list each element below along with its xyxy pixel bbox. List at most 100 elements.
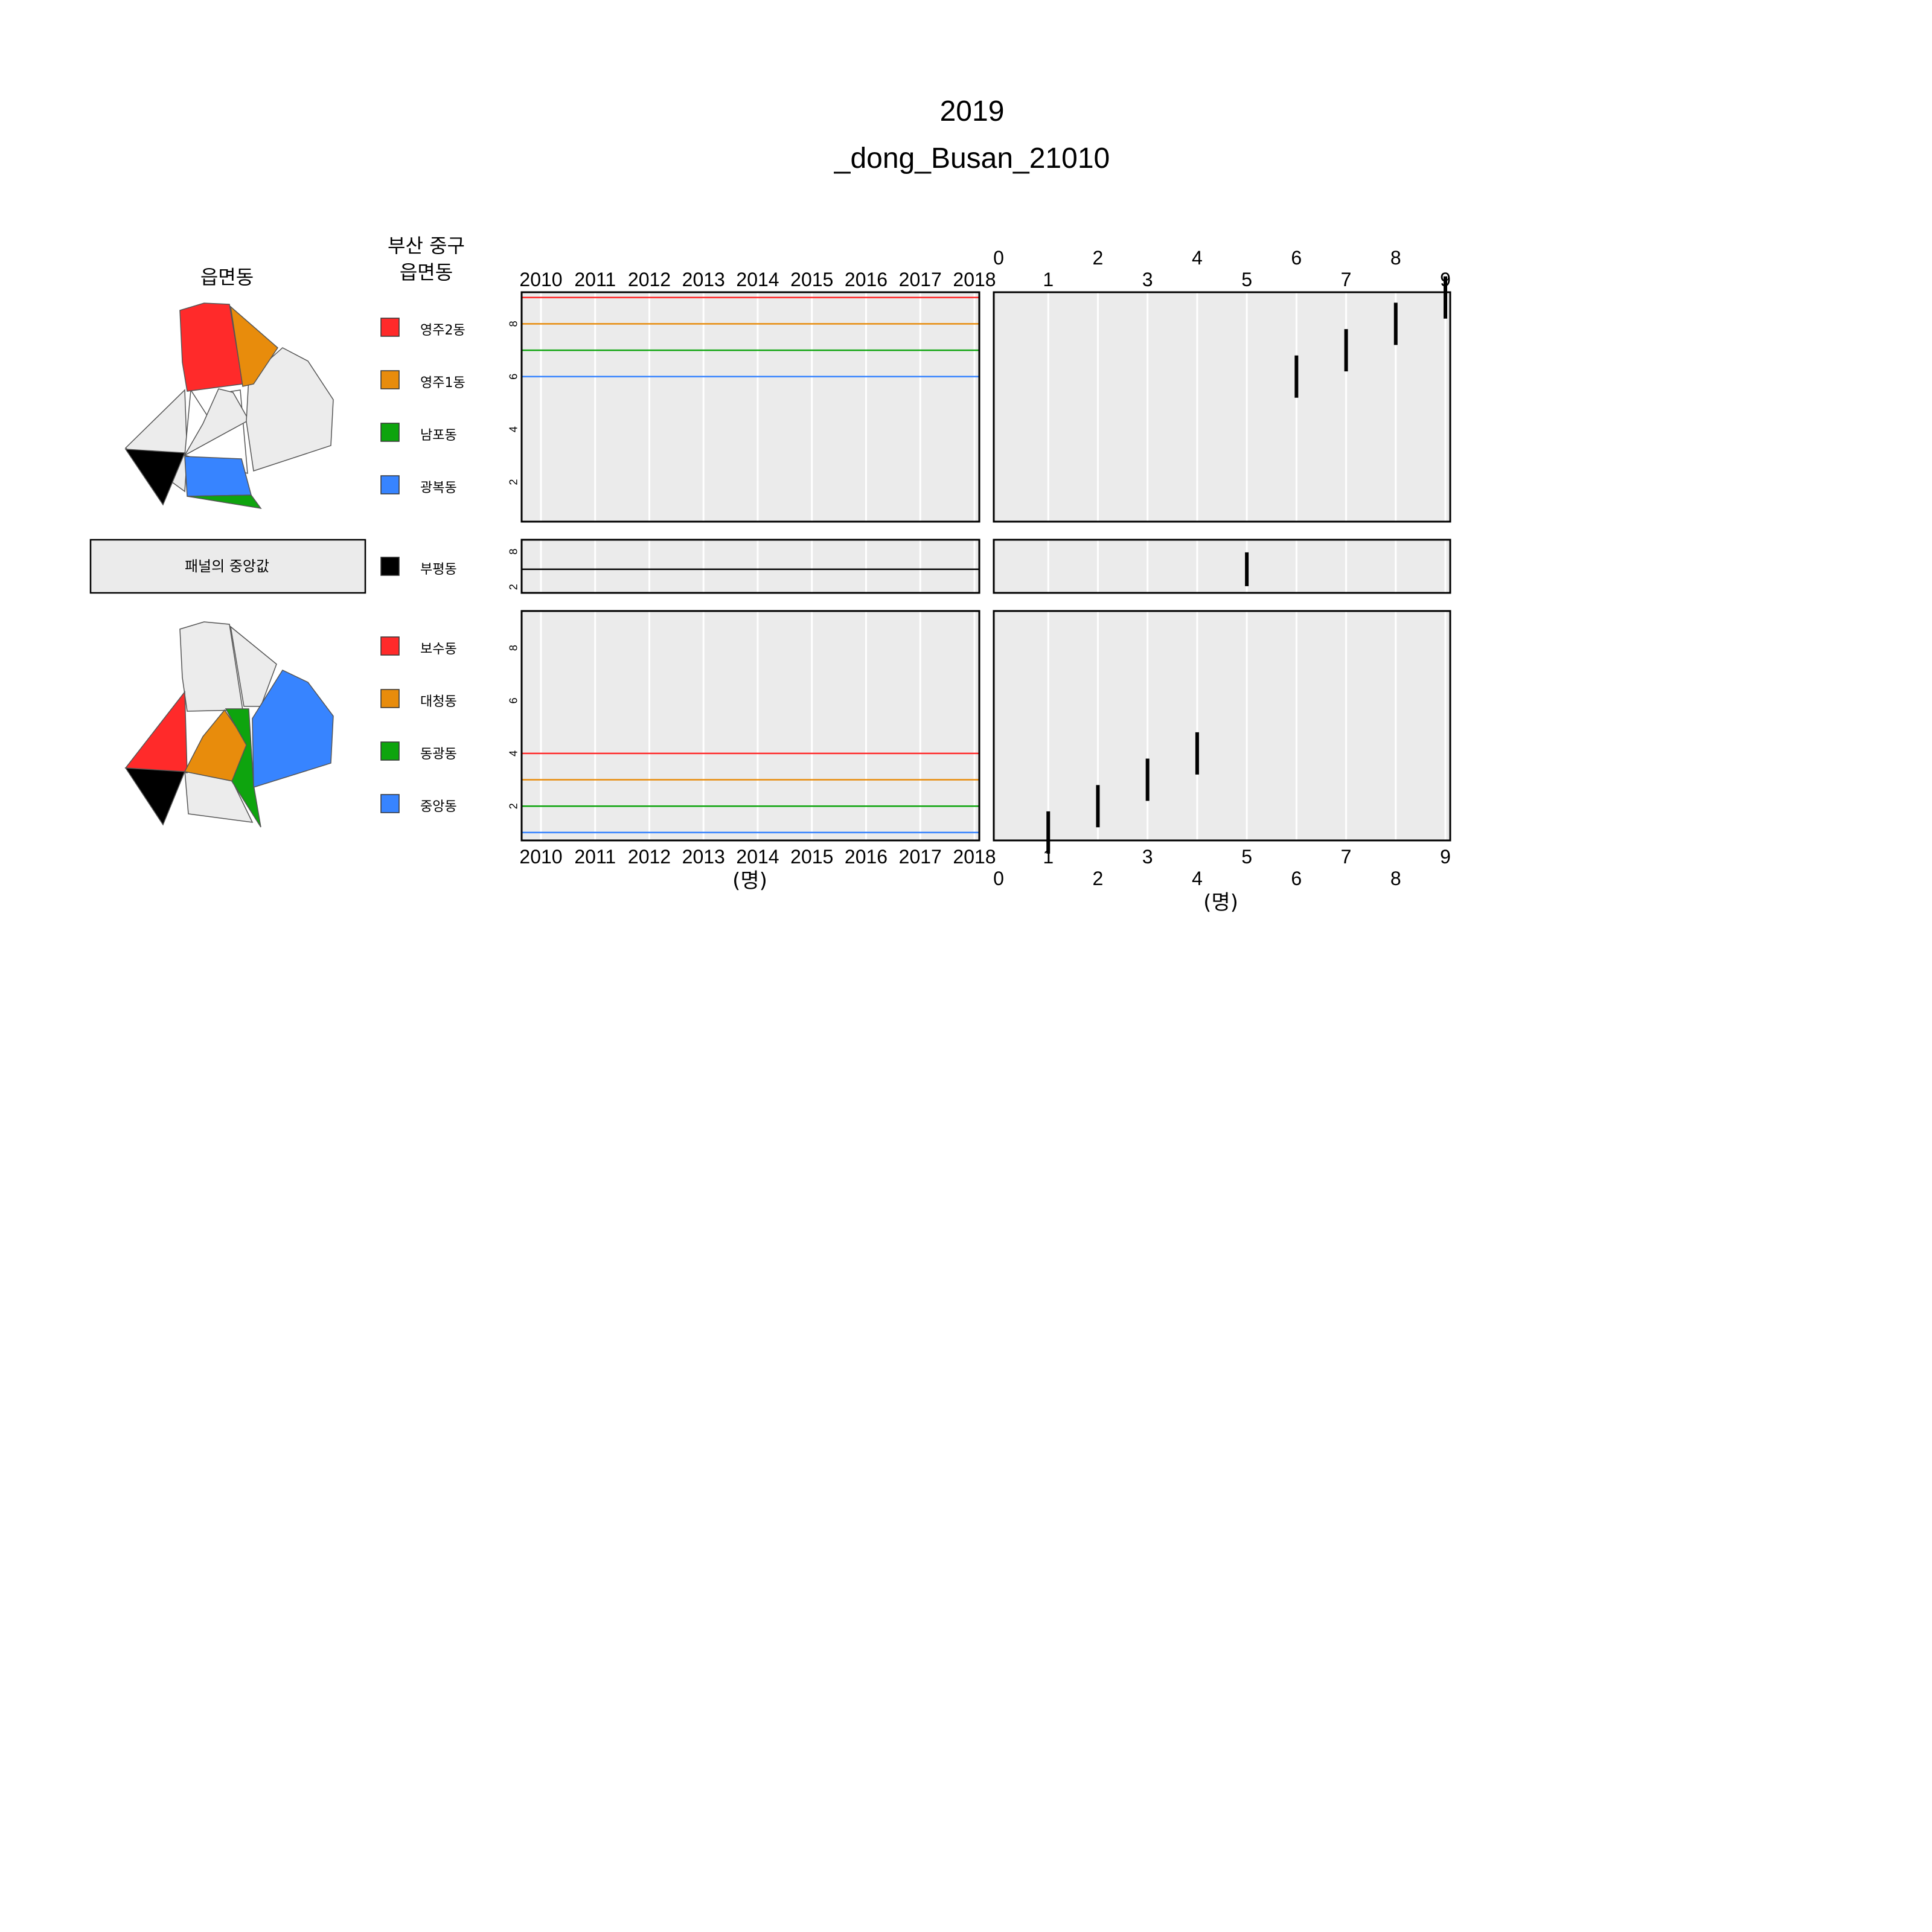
x-tick-label: 2010 xyxy=(519,846,562,868)
x-tick-label: 2015 xyxy=(790,269,833,290)
x-tick-label: 2014 xyxy=(736,269,779,290)
map-region-black xyxy=(124,449,186,506)
dot-panel-top xyxy=(993,276,1451,523)
x-tick-label: 2011 xyxy=(574,269,616,290)
panel-border xyxy=(520,539,980,594)
map-column-header: 읍면동 xyxy=(200,266,254,289)
x-tick-label: 2016 xyxy=(845,846,888,868)
x-tick-label: 8 xyxy=(1390,868,1401,889)
y-tick-label: 4 xyxy=(508,750,520,756)
x-tick-label: 3 xyxy=(1142,269,1153,290)
line-panel-top: 2 4 6 8 xyxy=(508,291,980,523)
panel-border xyxy=(520,291,980,523)
map-region-orange xyxy=(229,305,278,387)
x-tick-label: 2014 xyxy=(736,846,779,868)
x-tick-label: 0 xyxy=(993,868,1004,889)
legend-swatch xyxy=(380,689,400,708)
map-region-outline xyxy=(246,347,334,472)
x-tick-label: 6 xyxy=(1291,868,1302,889)
median-panel-box xyxy=(89,539,366,594)
x-tick-label: 2013 xyxy=(682,269,725,290)
chart-title: 2019 xyxy=(940,95,1005,127)
x-axis-label-right: (명) xyxy=(1203,891,1238,915)
x-tick-label: 2010 xyxy=(519,269,562,290)
legend-swatch xyxy=(380,636,400,656)
x-tick-label: 2018 xyxy=(953,269,996,290)
x-axis-label-left: (명) xyxy=(732,869,767,893)
y-tick-label: 8 xyxy=(508,321,520,327)
x-tick-label: 2015 xyxy=(790,846,833,868)
dot-panel-bottom xyxy=(993,610,1451,854)
x-tick-label: 7 xyxy=(1341,269,1352,290)
panel-background xyxy=(522,540,979,593)
panel-background xyxy=(994,611,1450,840)
legend-label: 영주2동 xyxy=(420,323,465,338)
y-tick-label: 6 xyxy=(508,697,520,703)
panel-border xyxy=(993,291,1451,523)
legend-label: 대청동 xyxy=(420,694,457,709)
time-series-panels: 2468282468201020102011201120122012201320… xyxy=(508,269,996,868)
panel-background xyxy=(994,292,1450,522)
legend-label: 영주1동 xyxy=(420,376,465,391)
map-region-green xyxy=(225,708,261,828)
x-tick-label: 4 xyxy=(1192,868,1203,889)
panel-border xyxy=(993,539,1451,594)
panel-background xyxy=(994,540,1450,593)
line-panel-bottom: 2 4 6 8 xyxy=(508,610,980,842)
legend-swatch xyxy=(380,423,400,442)
x-tick-label: 1 xyxy=(1043,269,1054,290)
panel-border xyxy=(520,610,980,842)
dot-panel-median xyxy=(993,539,1451,594)
map-region-blue xyxy=(184,456,252,497)
x-tick-label: 9 xyxy=(1440,846,1451,868)
map-region-outline xyxy=(184,388,250,456)
x-tick-label: 2012 xyxy=(628,269,671,290)
y-tick-label: 6 xyxy=(508,374,520,380)
legend-label: 보수동 xyxy=(420,642,457,657)
x-tick-label: 5 xyxy=(1241,269,1252,290)
x-tick-label: 2013 xyxy=(682,846,725,868)
y-tick-label: 8 xyxy=(508,645,520,651)
micromap-bottom xyxy=(124,621,334,828)
x-tick-label: 1 xyxy=(1043,846,1054,868)
median-panel-label: 패널의 중앙값 xyxy=(185,558,269,575)
legend-swatch xyxy=(380,741,400,761)
map-region-red xyxy=(124,690,188,773)
value-dot-panels: 1 1 3 3 5 5 7 7 9 9 0 0 2 2 4 4 6 6 8 8 xyxy=(993,247,1451,889)
y-tick-label: 4 xyxy=(508,426,520,432)
line-panel-median: 28 xyxy=(508,539,980,594)
x-tick-label: 9 xyxy=(1440,269,1451,290)
x-tick-label: 2017 xyxy=(899,846,942,868)
x-tick-label: 2 xyxy=(1093,247,1104,269)
y-tick-label: 8 xyxy=(508,549,520,555)
y-tick-label: 2 xyxy=(508,479,520,485)
micromap-top xyxy=(124,302,334,510)
x-tick-label: 7 xyxy=(1341,846,1352,868)
x-tick-label: 5 xyxy=(1241,846,1252,868)
x-tick-label: 6 xyxy=(1291,247,1302,269)
x-tick-label: 2 xyxy=(1093,868,1104,889)
legend-column-header-line2: 읍면동 xyxy=(400,261,453,284)
legend-label: 동광동 xyxy=(420,747,457,762)
panel-background xyxy=(522,611,979,840)
legend-swatch xyxy=(380,475,400,494)
y-tick-label: 2 xyxy=(508,584,520,590)
legend-label: 남포동 xyxy=(420,428,457,443)
x-tick-label: 3 xyxy=(1142,846,1153,868)
legend-swatch xyxy=(380,318,400,337)
x-tick-label: 2016 xyxy=(845,269,888,290)
x-tick-label: 0 xyxy=(993,247,1004,269)
legend-swatch xyxy=(380,794,400,813)
x-tick-label: 2011 xyxy=(574,846,616,868)
map-region-blue xyxy=(252,670,334,788)
x-tick-label: 2012 xyxy=(628,846,671,868)
chart-subtitle: _dong_Busan_21010 xyxy=(834,142,1110,174)
y-tick-label: 2 xyxy=(508,803,520,809)
x-tick-label: 4 xyxy=(1192,247,1203,269)
x-tick-label: 2017 xyxy=(899,269,942,290)
map-region-black xyxy=(124,767,186,826)
x-tick-label: 2018 xyxy=(953,846,996,868)
legend-label: 부평동 xyxy=(420,562,457,577)
